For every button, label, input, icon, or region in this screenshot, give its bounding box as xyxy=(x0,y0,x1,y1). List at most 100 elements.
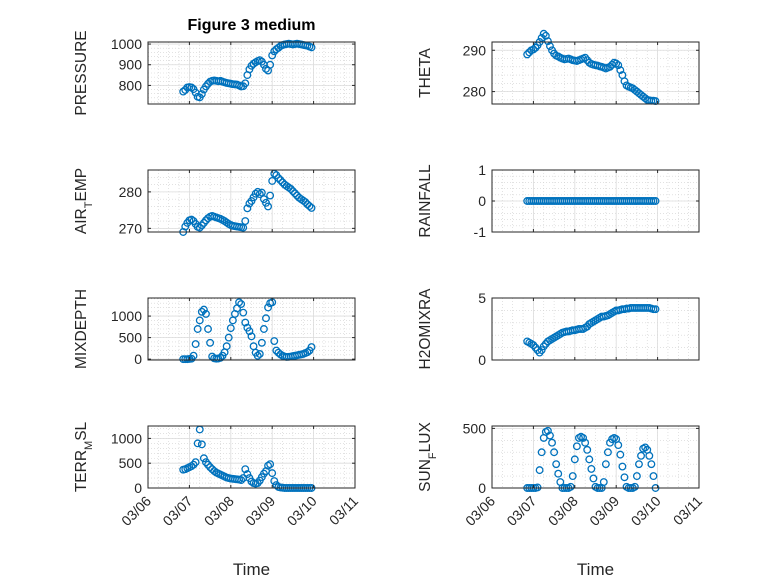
data-point xyxy=(268,469,277,478)
data-point xyxy=(579,433,588,442)
x-axis-label: Time xyxy=(577,560,614,579)
data-point xyxy=(247,332,256,341)
data-point xyxy=(255,350,264,358)
data-point xyxy=(264,461,273,470)
data-point xyxy=(651,305,660,314)
chart-title: Figure 3 medium xyxy=(187,17,315,34)
data-point xyxy=(235,298,244,307)
data-point xyxy=(237,476,246,485)
y-tick-label: 900 xyxy=(119,57,143,73)
data-point xyxy=(535,466,544,475)
data-point xyxy=(241,79,250,88)
y-axis-label: TERRMSL xyxy=(73,421,95,492)
data-point xyxy=(243,204,252,213)
data-point xyxy=(197,90,206,99)
x-tick-label: 03/07 xyxy=(503,493,539,529)
data-point xyxy=(637,451,645,460)
data-point xyxy=(570,455,579,464)
axes-box xyxy=(147,425,356,489)
data-point xyxy=(307,343,316,352)
y-tick-label: 1000 xyxy=(111,430,142,446)
y-axis-label: PRESSURE xyxy=(73,30,90,115)
data-point xyxy=(546,42,554,51)
y-axis-label: MIXDEPTH xyxy=(73,289,90,369)
data-point xyxy=(237,300,246,308)
y-tick-label: 0 xyxy=(478,193,486,209)
data-point xyxy=(539,29,548,38)
data-point xyxy=(241,318,250,327)
data-point xyxy=(543,37,552,46)
y-axis-label: H2OMIXRA xyxy=(417,288,434,370)
x-tick-label: 03/09 xyxy=(242,493,278,529)
data-point xyxy=(618,462,627,471)
y-tick-label: 1000 xyxy=(111,36,142,52)
data-point xyxy=(255,190,264,199)
data-point xyxy=(197,440,206,449)
y-tick-label: 800 xyxy=(119,77,143,93)
x-tick-label: 03/08 xyxy=(545,493,581,529)
data-point xyxy=(224,333,233,342)
data-point xyxy=(197,307,206,316)
data-point xyxy=(647,460,656,469)
y-tick-label: 500 xyxy=(463,420,487,436)
data-point xyxy=(568,472,577,481)
data-point xyxy=(552,460,561,469)
data-point xyxy=(253,187,262,196)
data-point xyxy=(589,474,598,483)
data-point xyxy=(649,472,658,481)
data-point xyxy=(606,62,614,71)
data-point xyxy=(264,202,273,211)
data-point xyxy=(206,463,215,472)
axes-box xyxy=(147,41,356,105)
x-tick-label: 03/07 xyxy=(159,493,195,529)
y-tick-label: 0 xyxy=(134,480,142,496)
data-point xyxy=(537,33,546,42)
data-point xyxy=(187,462,196,471)
data-point xyxy=(523,50,532,59)
data-point xyxy=(187,215,196,224)
x-tick-label: 03/06 xyxy=(462,493,498,529)
x-tick-label: 03/11 xyxy=(670,493,706,529)
subplot-pressure: 800 900 1000 PRESSURE xyxy=(73,30,356,116)
data-point xyxy=(581,438,590,447)
data-point xyxy=(270,477,279,486)
data-point xyxy=(645,451,654,460)
data-point xyxy=(199,305,208,314)
data-point xyxy=(620,473,629,482)
data-point xyxy=(239,308,248,317)
data-point xyxy=(307,203,316,212)
data-point xyxy=(187,83,196,92)
data-point xyxy=(288,187,297,196)
data-point xyxy=(641,443,650,452)
data-point xyxy=(599,478,608,486)
y-tick-label: 5 xyxy=(478,290,486,306)
data-point xyxy=(529,45,538,54)
data-point xyxy=(614,61,623,70)
data-point xyxy=(191,340,200,349)
data-point xyxy=(620,77,629,86)
y-tick-label: 0 xyxy=(134,351,142,367)
x-tick-label: 03/10 xyxy=(628,493,664,529)
data-point xyxy=(274,174,283,182)
y-tick-label: 280 xyxy=(119,184,143,200)
data-point xyxy=(612,59,621,68)
data-point xyxy=(550,448,559,457)
x-tick-label: 03/11 xyxy=(326,493,362,529)
axes-box xyxy=(147,169,356,233)
data-point xyxy=(270,337,279,346)
data-point xyxy=(630,482,639,491)
data-point xyxy=(259,325,268,333)
data-point xyxy=(537,448,546,457)
y-tick-label: 280 xyxy=(463,84,487,100)
y-tick-label: 500 xyxy=(119,455,143,471)
axes-box xyxy=(491,297,700,361)
subplot-rainfall: -1 0 1 RAINFALL xyxy=(417,162,700,240)
y-axis-label: THETA xyxy=(417,48,434,98)
x-tick-label: 03/10 xyxy=(284,493,320,529)
data-point xyxy=(206,338,215,347)
data-point xyxy=(286,185,295,193)
data-point xyxy=(202,309,210,318)
data-point xyxy=(210,467,219,476)
y-tick-label: 500 xyxy=(119,330,143,346)
data-point xyxy=(276,176,285,185)
